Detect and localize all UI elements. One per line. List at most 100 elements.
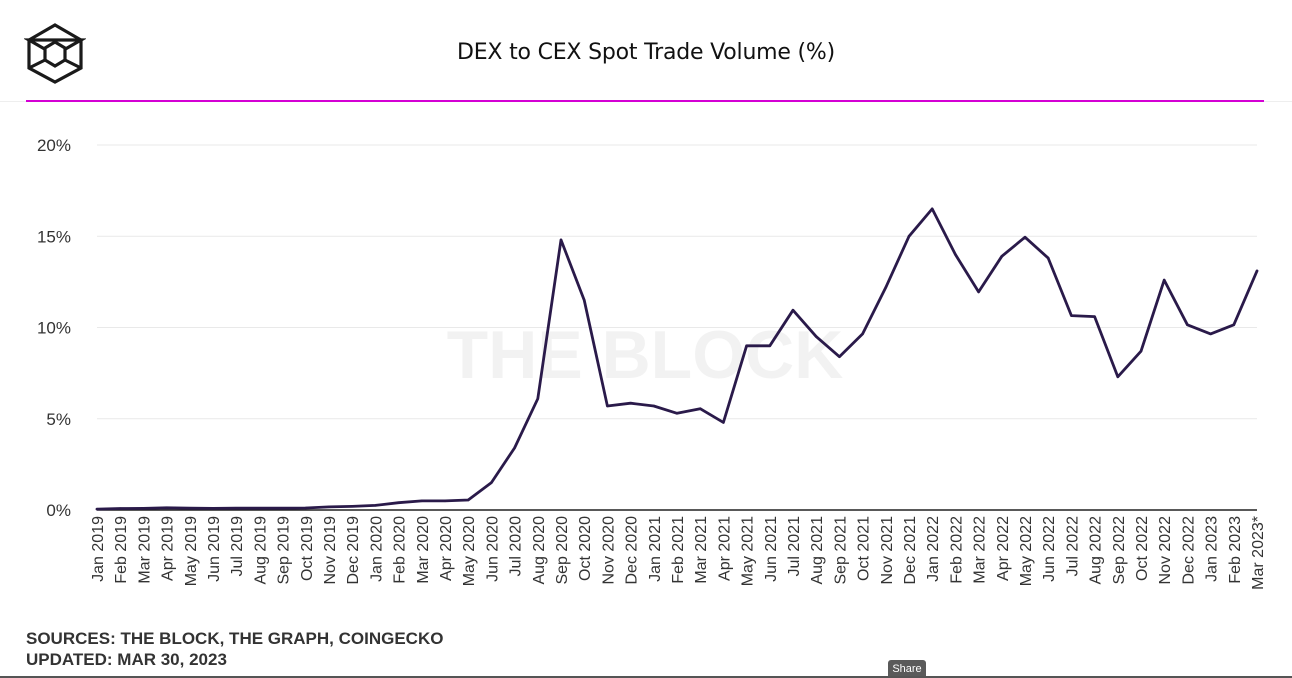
data-point <box>699 407 702 410</box>
watermark: THE BLOCK <box>447 317 844 393</box>
x-tick-label: Nov 2022 <box>1157 516 1174 585</box>
x-tick-label: Feb 2023 <box>1227 516 1244 584</box>
data-point <box>467 498 470 502</box>
x-tick-label: Aug 2020 <box>531 516 548 585</box>
x-tick-label: Jan 2019 <box>90 516 107 582</box>
data-point <box>258 506 261 510</box>
y-tick-label: 10% <box>37 319 71 338</box>
x-tick-label: Jun 2021 <box>763 516 780 582</box>
data-point <box>931 207 934 211</box>
x-tick-label: Oct 2022 <box>1134 516 1151 581</box>
x-tick-label: Nov 2021 <box>879 516 896 585</box>
the-block-cube-logo-icon <box>23 22 87 84</box>
data-point <box>675 412 679 415</box>
data-point <box>1023 235 1027 239</box>
data-point <box>907 235 911 238</box>
data-point <box>119 507 122 510</box>
data-point <box>211 507 215 510</box>
x-tick-label: Oct 2021 <box>856 516 873 581</box>
data-point <box>95 507 99 511</box>
data-point <box>1209 332 1212 336</box>
x-tick-label: Sep 2019 <box>276 516 293 585</box>
x-tick-label: Nov 2020 <box>600 516 617 585</box>
x-tick-label: May 2021 <box>740 516 757 586</box>
data-point <box>536 397 539 400</box>
x-tick-label: Feb 2022 <box>948 516 965 584</box>
data-point <box>1070 314 1073 317</box>
data-point <box>420 499 423 503</box>
data-point <box>304 506 307 510</box>
x-tick-label: Apr 2022 <box>995 516 1012 581</box>
data-point <box>977 290 980 294</box>
chart-title: DEX to CEX Spot Trade Volume (%) <box>456 40 836 65</box>
data-point <box>165 506 168 510</box>
data-point <box>281 506 284 510</box>
data-point <box>954 253 957 256</box>
x-tick-label: Jun 2019 <box>206 516 223 582</box>
header-accent-line <box>26 100 1264 102</box>
x-tick-label: Feb 2021 <box>670 516 687 584</box>
data-point <box>1093 315 1096 318</box>
x-tick-label: Aug 2019 <box>252 516 269 585</box>
x-tick-label: Nov 2019 <box>322 516 339 585</box>
x-tick-label: Apr 2020 <box>438 516 455 581</box>
data-point <box>606 404 609 408</box>
x-tick-label: Jan 2023 <box>1204 516 1221 582</box>
x-tick-label: Sep 2020 <box>554 516 571 585</box>
data-point <box>791 308 795 312</box>
data-point <box>1232 323 1236 326</box>
data-point <box>1000 255 1003 258</box>
x-tick-label: Mar 2019 <box>136 516 153 584</box>
x-tick-label: Jan 2022 <box>925 516 942 582</box>
x-tick-label: Jul 2022 <box>1064 516 1081 577</box>
x-tick-label: Mar 2021 <box>693 516 710 584</box>
y-tick-label: 20% <box>37 136 71 155</box>
x-tick-label: Feb 2020 <box>392 516 409 584</box>
data-point <box>235 506 238 510</box>
line-chart: THE BLOCK 0% 5% 10% 15% 20% Jan 2019 Feb 2019 Ma… <box>37 136 1267 590</box>
x-tick-label: Mar 2023* <box>1250 516 1267 590</box>
x-tick-label: Oct 2019 <box>299 516 316 581</box>
x-tick-label: Mar 2020 <box>415 516 432 584</box>
updated-text: UPDATED: MAR 30, 2023 <box>26 650 227 669</box>
data-point <box>351 505 354 508</box>
data-point <box>397 501 400 504</box>
data-point <box>652 404 655 408</box>
data-point <box>142 507 145 510</box>
x-tick-label: Jun 2022 <box>1041 516 1058 582</box>
data-point <box>1163 278 1166 282</box>
x-tick-label: Aug 2021 <box>809 516 826 585</box>
x-tick-label: Sep 2022 <box>1111 516 1128 585</box>
x-tick-label: Jan 2020 <box>368 516 385 582</box>
data-point <box>1139 350 1143 353</box>
data-point <box>188 506 191 510</box>
x-tick-label: Feb 2019 <box>113 516 130 584</box>
data-point <box>1255 269 1259 273</box>
sources-text: SOURCES: THE BLOCK, THE GRAPH, COINGECKO <box>26 629 444 648</box>
x-tick-label: Dec 2022 <box>1180 516 1197 585</box>
data-point <box>513 446 516 450</box>
x-tick-label: Dec 2019 <box>345 516 362 585</box>
x-tick-label: Jan 2021 <box>647 516 664 582</box>
data-point <box>559 238 563 242</box>
data-point <box>768 344 771 347</box>
y-tick-label: 15% <box>37 227 71 246</box>
x-tick-label: Mar 2022 <box>972 516 989 584</box>
data-point <box>1047 256 1050 260</box>
x-tick-label: Sep 2021 <box>832 516 849 585</box>
x-tick-label: May 2019 <box>183 516 200 586</box>
x-tick-label: Jul 2019 <box>229 516 246 577</box>
y-tick-label: 5% <box>46 410 71 429</box>
data-point <box>1186 323 1189 326</box>
data-point <box>745 344 748 347</box>
x-tick-label: Apr 2019 <box>160 516 177 581</box>
share-button[interactable]: Share <box>888 660 926 678</box>
data-point <box>374 504 377 507</box>
data-point <box>443 499 447 503</box>
data-point <box>583 298 586 302</box>
data-point <box>629 402 632 405</box>
data-point <box>815 335 818 338</box>
x-tick-label: Jul 2021 <box>786 516 803 577</box>
bottom-border <box>0 676 1292 678</box>
y-tick-label: 0% <box>46 501 71 520</box>
